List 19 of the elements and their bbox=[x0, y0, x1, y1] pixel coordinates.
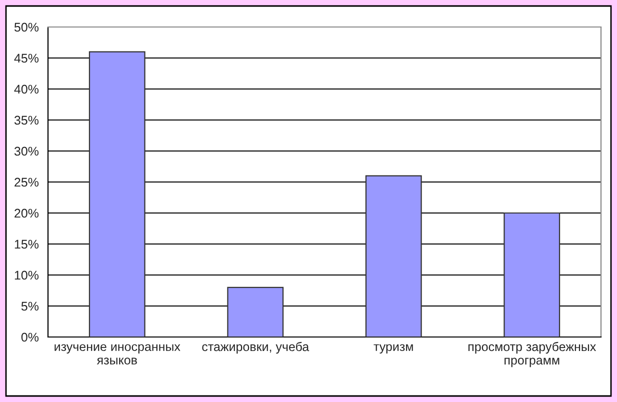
x-tick-label: стажировки, учеба bbox=[202, 342, 310, 354]
y-tick-label: 40% bbox=[14, 84, 39, 94]
y-tick-label: 30% bbox=[14, 146, 39, 156]
y-tick-label: 35% bbox=[14, 116, 39, 125]
x-tick-label: туризм bbox=[374, 344, 413, 354]
x-tick-label: просмотр зарубежных программ bbox=[468, 342, 596, 368]
y-tick-label: 10% bbox=[14, 270, 39, 280]
y-tick-label: 5% bbox=[21, 302, 39, 311]
y-tick-label: 15% bbox=[14, 240, 39, 249]
y-tick-label: 20% bbox=[14, 208, 39, 218]
x-tick-label: изучение иносранных языков bbox=[54, 344, 180, 365]
bar bbox=[227, 286, 284, 337]
bar bbox=[88, 51, 146, 337]
y-tick-label: 50% bbox=[14, 22, 39, 32]
y-tick-label: 0% bbox=[21, 332, 39, 342]
y-tick-label: 45% bbox=[14, 54, 39, 63]
y-tick-label: 25% bbox=[14, 178, 39, 187]
bar bbox=[504, 212, 560, 337]
bar bbox=[365, 175, 422, 337]
